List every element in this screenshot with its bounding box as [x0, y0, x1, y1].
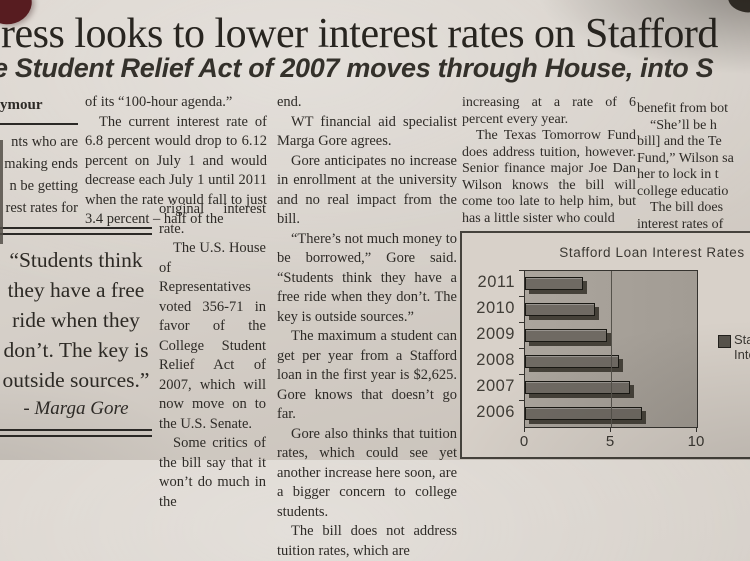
chart-bar-face	[525, 407, 642, 420]
chart-row: 2009	[476, 322, 697, 349]
chart-y-label: 2009	[476, 325, 515, 343]
paragraph: The maximum a student can get per year f…	[277, 328, 457, 422]
column-5-text: benefit from bot “She’ll be h bill] and th…	[637, 101, 750, 233]
text-line: benefit from bot	[637, 101, 728, 116]
chart-x-tick-label: 5	[605, 433, 615, 450]
chart-y-label: 2006	[476, 403, 515, 421]
pull-quote: “Students think they have a free ride wh…	[0, 227, 152, 437]
headline: ress looks to lower interest rates on St…	[1, 11, 718, 57]
paragraph: Gore anticipates no increase in enrollme…	[277, 152, 457, 228]
chart-bar-face	[525, 277, 584, 290]
chart-x-tick	[524, 427, 525, 432]
column-5: benefit from bot “She’ll be h bill] and th…	[637, 95, 750, 233]
text-line: college educatio	[637, 183, 729, 199]
chart-row: 2008	[476, 348, 697, 375]
chart-xaxis: 0 5 10	[520, 427, 704, 453]
chart-bar-face	[525, 355, 619, 368]
paragraph: Some critics of the bill say that it won…	[159, 435, 266, 510]
subheadline: e Student Relief Act of 2007 moves throu…	[0, 53, 714, 83]
byline: ymour	[0, 97, 43, 113]
text-line: her to lock in t	[637, 167, 719, 182]
chart-bar-face	[525, 381, 631, 394]
text-line: “She’ll be h	[650, 117, 717, 133]
paragraph: original interest rate.	[159, 201, 266, 237]
chart-bar	[525, 355, 697, 372]
paragraph: increasing at a rate of 6 percent every …	[462, 95, 636, 127]
chart-legend-text: StaInte	[734, 332, 750, 362]
chart-y-label: 2008	[476, 351, 515, 369]
paragraph: The current interest rate of 6.8 percent…	[85, 113, 267, 228]
chart-y-label: 2010	[476, 299, 515, 317]
paragraph: WT financial aid specialist Marga Gore a…	[277, 113, 457, 150]
column-2-narrow: original interest rate. The U.S. House o…	[159, 200, 266, 512]
text-line: The bill does	[650, 200, 724, 215]
text-line: Fund,” Wilson sa	[637, 150, 734, 166]
text-line: n be getting	[9, 177, 78, 194]
chart-row: 2010	[476, 296, 697, 323]
column-1: ymour nts who are making ends n be getting…	[0, 96, 78, 219]
chart-x-tick-label: 0	[519, 433, 529, 450]
chart-rows: 2011 2010 2009 2008 2007 2006	[476, 270, 697, 427]
chart-bar	[525, 407, 697, 424]
pull-quote-top-rule	[0, 227, 152, 235]
paragraph: The U.S. House of Representatives voted …	[159, 240, 266, 432]
text-line: interest rates of	[637, 216, 724, 232]
photo-edge-artifact	[0, 140, 3, 244]
chart-title: Stafford Loan Interest Rates	[559, 245, 745, 260]
chart-bar-face	[525, 329, 607, 342]
chart-x-tick-label: 10	[687, 433, 705, 450]
chart-y-label: 2007	[476, 377, 515, 395]
paragraph: end.	[277, 94, 302, 110]
chart-bar-face	[525, 303, 596, 316]
chart-legend-label: Inte	[734, 347, 750, 362]
pull-quote-text: “Students think they have a free ride wh…	[2, 248, 150, 392]
chart-legend-label: Sta	[734, 332, 750, 347]
chart-bar	[525, 329, 697, 346]
pull-quote-bottom-rule	[0, 429, 152, 437]
chart-row: 2007	[476, 374, 697, 401]
paragraph: Gore also thinks that tuition rates, whi…	[277, 425, 457, 520]
chart-x-tick	[610, 427, 611, 432]
column-4: increasing at a rate of 6 percent every …	[462, 95, 636, 227]
text-line: making ends	[4, 155, 78, 172]
pull-quote-attribution: - Marga Gore	[23, 398, 129, 419]
paragraph: The Texas Tomorrow Fund does address tui…	[462, 128, 636, 226]
chart-bar	[525, 303, 697, 320]
chart-row: 2011	[478, 270, 697, 297]
chart-y-label: 2011	[477, 273, 515, 291]
column-2-wide: of its “100-hour agenda.” The current in…	[85, 93, 267, 230]
text-line: nts who are	[11, 133, 78, 150]
stafford-loan-rates-chart: Stafford Loan Interest Rates 2011 2010 200…	[460, 231, 750, 459]
chart-gridline	[611, 271, 612, 427]
column-1-text: nts who are making ends n be getting rest r…	[0, 131, 78, 219]
paragraph: The bill does not address tuition rates,…	[277, 523, 457, 559]
paragraph: of its “100-hour agenda.”	[85, 94, 233, 110]
text-line: bill] and the Te	[637, 134, 722, 149]
chart-legend-marker	[718, 335, 731, 348]
byline-rule	[0, 122, 78, 125]
chart-bar	[525, 381, 697, 398]
paragraph: “There’s not much money to be borrowed,”…	[277, 230, 457, 325]
chart-row: 2006	[476, 400, 697, 427]
column-3: end. WT financial aid specialist Marga G…	[277, 93, 457, 561]
chart-x-tick	[696, 427, 697, 432]
chart-plot-area: 2011 2010 2009 2008 2007 2006	[476, 270, 698, 428]
chart-bar	[525, 277, 697, 294]
text-line: rest rates for	[5, 199, 78, 216]
